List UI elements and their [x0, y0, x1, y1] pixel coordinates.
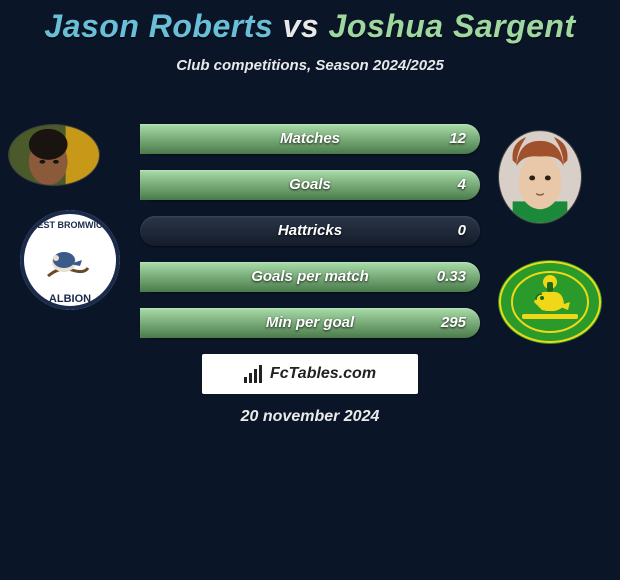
stat-value-p2: 4 — [458, 170, 466, 200]
player1-avatar — [8, 124, 100, 186]
player2-club-badge — [498, 260, 602, 344]
svg-text:ALBION: ALBION — [49, 293, 91, 305]
logo-text: FcTables.com — [270, 365, 376, 383]
player2-avatar — [498, 130, 582, 224]
stats-bars: Matches12 Goals4 Hattricks0 Goals per match… — [140, 124, 480, 354]
stat-label: Min per goal — [140, 308, 480, 338]
page-title: Jason Roberts vs Joshua Sargent — [0, 0, 620, 45]
stat-row: Matches12 — [140, 124, 480, 154]
bar-chart-icon — [244, 365, 264, 383]
stat-label: Goals per match — [140, 262, 480, 292]
vs-text: vs — [283, 8, 320, 44]
date-text: 20 november 2024 — [0, 408, 620, 426]
stat-row: Min per goal295 — [140, 308, 480, 338]
stat-value-p2: 0.33 — [437, 262, 466, 292]
stat-value-p2: 0 — [458, 216, 466, 246]
stat-row: Hattricks0 — [140, 216, 480, 246]
player2-name: Joshua Sargent — [329, 8, 576, 44]
stat-label: Matches — [140, 124, 480, 154]
fctables-logo: FcTables.com — [202, 354, 418, 394]
stat-value-p2: 12 — [449, 124, 466, 154]
stat-label: Goals — [140, 170, 480, 200]
stat-row: Goals per match0.33 — [140, 262, 480, 292]
stat-row: Goals4 — [140, 170, 480, 200]
player1-club-badge: EST BROMWIC ALBION — [20, 210, 120, 310]
player1-name: Jason Roberts — [44, 8, 273, 44]
svg-text:EST BROMWIC: EST BROMWIC — [38, 220, 103, 230]
stat-label: Hattricks — [140, 216, 480, 246]
stat-value-p2: 295 — [441, 308, 466, 338]
subtitle: Club competitions, Season 2024/2025 — [0, 57, 620, 74]
